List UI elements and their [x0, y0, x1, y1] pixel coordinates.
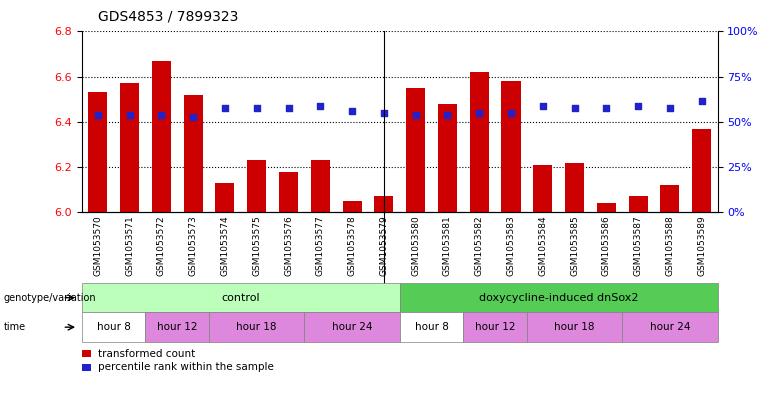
Bar	[279, 172, 298, 212]
Point	[537, 103, 549, 109]
Point	[250, 105, 263, 112]
Text: hour 8: hour 8	[97, 322, 130, 332]
Text: hour 18: hour 18	[555, 322, 595, 332]
Point	[600, 105, 612, 112]
Point	[473, 110, 485, 116]
Bar	[88, 92, 108, 212]
Bar	[534, 165, 552, 212]
Bar	[374, 196, 393, 212]
Point	[664, 105, 676, 112]
Text: time: time	[4, 322, 26, 332]
Point	[155, 112, 168, 118]
Bar	[342, 201, 362, 212]
Point	[505, 110, 517, 116]
Point	[378, 110, 390, 116]
Bar	[406, 88, 425, 212]
Point	[569, 105, 581, 112]
Text: genotype/variation: genotype/variation	[4, 293, 97, 303]
Text: hour 8: hour 8	[415, 322, 448, 332]
Point	[696, 98, 708, 105]
Bar	[470, 72, 489, 212]
Text: hour 12: hour 12	[157, 322, 197, 332]
Point	[410, 112, 422, 118]
Text: percentile rank within the sample: percentile rank within the sample	[98, 362, 273, 373]
Bar	[152, 61, 171, 212]
Bar	[502, 81, 520, 212]
Bar	[310, 160, 330, 212]
Point	[123, 112, 136, 118]
Text: GDS4853 / 7899323: GDS4853 / 7899323	[98, 9, 238, 24]
Point	[441, 112, 454, 118]
Point	[632, 103, 644, 109]
Bar	[438, 104, 457, 212]
Text: hour 18: hour 18	[236, 322, 277, 332]
Point	[187, 114, 200, 121]
Text: control: control	[222, 293, 261, 303]
Text: doxycycline-induced dnSox2: doxycycline-induced dnSox2	[479, 293, 638, 303]
Text: hour 24: hour 24	[332, 322, 372, 332]
Bar	[120, 83, 139, 212]
Point	[314, 103, 327, 109]
Point	[282, 105, 295, 112]
Bar	[661, 185, 679, 212]
Point	[346, 107, 358, 114]
Point	[218, 105, 231, 112]
Point	[91, 112, 104, 118]
Bar	[215, 183, 235, 212]
Bar	[247, 160, 266, 212]
Bar	[183, 95, 203, 212]
Text: transformed count: transformed count	[98, 349, 195, 359]
Bar	[565, 163, 584, 212]
Text: hour 12: hour 12	[475, 322, 516, 332]
Text: hour 24: hour 24	[650, 322, 690, 332]
Bar	[692, 129, 711, 212]
Bar	[629, 196, 647, 212]
Bar	[597, 203, 616, 212]
